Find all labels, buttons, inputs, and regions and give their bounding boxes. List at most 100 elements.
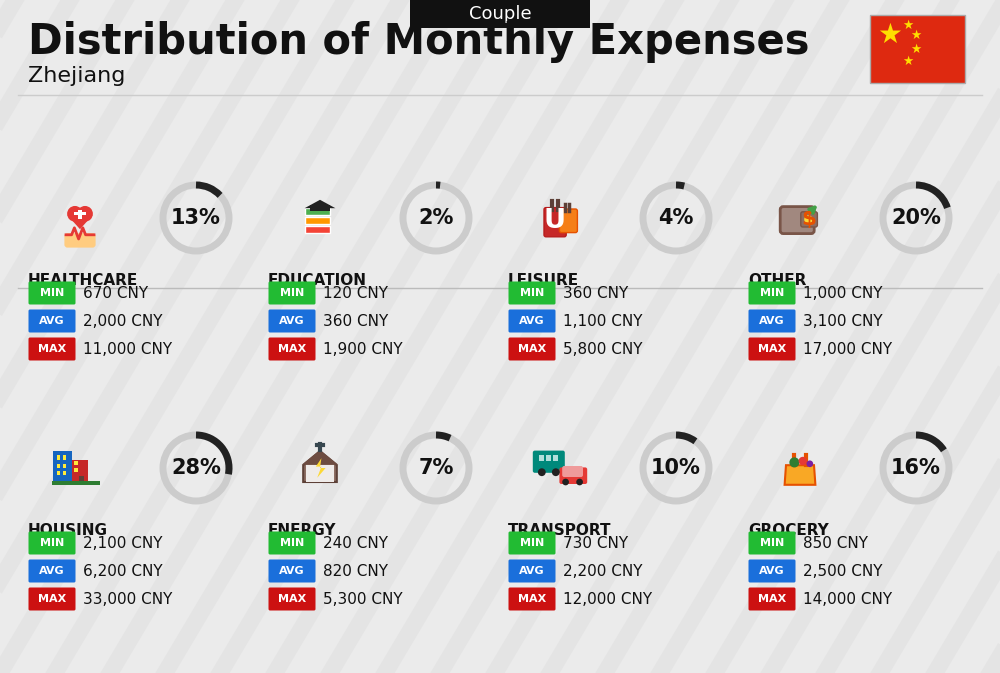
Text: MAX: MAX	[758, 594, 786, 604]
Text: MIN: MIN	[520, 288, 544, 298]
Text: MIN: MIN	[280, 288, 304, 298]
Text: LEISURE: LEISURE	[508, 273, 579, 288]
Text: MAX: MAX	[758, 344, 786, 354]
Text: HEALTHCARE: HEALTHCARE	[28, 273, 138, 288]
Text: Couple: Couple	[469, 5, 531, 23]
Circle shape	[806, 460, 813, 467]
Text: 16%: 16%	[891, 458, 941, 478]
Text: TRANSPORT: TRANSPORT	[508, 523, 612, 538]
FancyBboxPatch shape	[748, 337, 796, 361]
FancyBboxPatch shape	[28, 532, 76, 555]
Text: 4%: 4%	[658, 208, 694, 228]
Circle shape	[538, 468, 546, 476]
FancyBboxPatch shape	[559, 468, 587, 484]
FancyBboxPatch shape	[63, 455, 66, 460]
FancyBboxPatch shape	[509, 588, 556, 610]
FancyBboxPatch shape	[78, 209, 82, 219]
Text: 5,800 CNY: 5,800 CNY	[563, 341, 642, 357]
FancyBboxPatch shape	[305, 208, 330, 215]
Text: 240 CNY: 240 CNY	[323, 536, 388, 551]
Text: 820 CNY: 820 CNY	[323, 563, 388, 579]
FancyBboxPatch shape	[748, 281, 796, 304]
Text: AVG: AVG	[519, 566, 545, 576]
Text: 2,000 CNY: 2,000 CNY	[83, 314, 162, 328]
Text: EDUCATION: EDUCATION	[268, 273, 367, 288]
FancyBboxPatch shape	[509, 281, 556, 304]
FancyBboxPatch shape	[53, 451, 72, 483]
FancyBboxPatch shape	[268, 337, 316, 361]
FancyBboxPatch shape	[64, 234, 96, 248]
FancyBboxPatch shape	[553, 455, 558, 461]
FancyBboxPatch shape	[306, 465, 334, 482]
Text: 2,100 CNY: 2,100 CNY	[83, 536, 162, 551]
Text: MIN: MIN	[760, 538, 784, 548]
Text: 28%: 28%	[171, 458, 221, 478]
Text: AVG: AVG	[759, 316, 785, 326]
Text: 120 CNY: 120 CNY	[323, 285, 388, 301]
Text: 11,000 CNY: 11,000 CNY	[83, 341, 172, 357]
FancyBboxPatch shape	[509, 337, 556, 361]
FancyBboxPatch shape	[268, 281, 316, 304]
FancyBboxPatch shape	[310, 205, 330, 211]
Text: GROCERY: GROCERY	[748, 523, 829, 538]
Text: 2,500 CNY: 2,500 CNY	[803, 563, 883, 579]
FancyBboxPatch shape	[74, 212, 86, 215]
Text: 360 CNY: 360 CNY	[563, 285, 628, 301]
FancyBboxPatch shape	[28, 588, 76, 610]
FancyBboxPatch shape	[305, 225, 330, 234]
Text: MIN: MIN	[520, 538, 544, 548]
Polygon shape	[785, 465, 815, 485]
Text: 14,000 CNY: 14,000 CNY	[803, 592, 892, 606]
FancyBboxPatch shape	[268, 532, 316, 555]
FancyBboxPatch shape	[748, 588, 796, 610]
Text: 17,000 CNY: 17,000 CNY	[803, 341, 892, 357]
Text: ★: ★	[910, 42, 922, 55]
Text: 670 CNY: 670 CNY	[83, 285, 148, 301]
Text: 7%: 7%	[418, 458, 454, 478]
FancyBboxPatch shape	[559, 209, 577, 233]
Text: 12,000 CNY: 12,000 CNY	[563, 592, 652, 606]
Text: MIN: MIN	[40, 288, 64, 298]
Text: MAX: MAX	[278, 344, 306, 354]
Polygon shape	[67, 215, 93, 229]
Text: 6,200 CNY: 6,200 CNY	[83, 563, 163, 579]
Text: MAX: MAX	[38, 344, 66, 354]
FancyBboxPatch shape	[539, 455, 544, 461]
Text: MAX: MAX	[278, 594, 306, 604]
FancyBboxPatch shape	[52, 481, 100, 485]
Text: MIN: MIN	[280, 538, 304, 548]
Text: 20%: 20%	[891, 208, 941, 228]
FancyBboxPatch shape	[79, 476, 84, 483]
Circle shape	[804, 215, 813, 223]
Text: 13%: 13%	[171, 208, 221, 228]
FancyBboxPatch shape	[509, 559, 556, 583]
Text: AVG: AVG	[279, 566, 305, 576]
FancyBboxPatch shape	[63, 464, 66, 468]
Text: MAX: MAX	[518, 344, 546, 354]
FancyBboxPatch shape	[533, 451, 565, 473]
Polygon shape	[303, 451, 337, 482]
FancyBboxPatch shape	[57, 455, 60, 460]
Circle shape	[67, 206, 83, 221]
FancyBboxPatch shape	[410, 0, 590, 28]
FancyBboxPatch shape	[801, 212, 817, 227]
Text: ENERGY: ENERGY	[268, 523, 336, 538]
FancyBboxPatch shape	[268, 310, 316, 332]
Text: AVG: AVG	[39, 566, 65, 576]
Polygon shape	[302, 450, 338, 464]
Text: 1,900 CNY: 1,900 CNY	[323, 341, 403, 357]
Text: 3,100 CNY: 3,100 CNY	[803, 314, 883, 328]
Text: 1,000 CNY: 1,000 CNY	[803, 285, 883, 301]
Text: MAX: MAX	[518, 594, 546, 604]
Text: 10%: 10%	[651, 458, 701, 478]
Text: U: U	[543, 208, 565, 234]
Text: 5,300 CNY: 5,300 CNY	[323, 592, 403, 606]
Text: 2,200 CNY: 2,200 CNY	[563, 563, 642, 579]
FancyBboxPatch shape	[28, 337, 76, 361]
Text: Distribution of Monthly Expenses: Distribution of Monthly Expenses	[28, 21, 810, 63]
Text: ★: ★	[878, 21, 902, 49]
Polygon shape	[316, 458, 326, 478]
Text: ★: ★	[910, 28, 922, 42]
FancyBboxPatch shape	[748, 532, 796, 555]
FancyBboxPatch shape	[780, 207, 814, 234]
